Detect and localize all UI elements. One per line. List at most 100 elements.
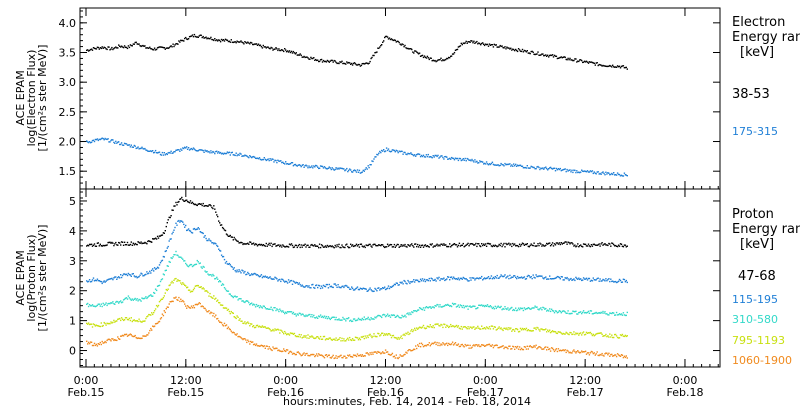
data-point [140,147,142,150]
proton-legend-title-2: Energy range [732,222,800,237]
data-point [246,300,248,302]
data-point [204,235,206,237]
data-point [116,142,118,144]
data-point [522,51,525,53]
data-point [442,278,444,280]
data-point [473,277,475,279]
data-point [404,280,406,283]
data-point [341,285,343,288]
data-point [232,268,234,270]
data-point [586,279,589,281]
data-point [186,38,188,40]
data-point [226,39,229,41]
data-point [527,274,529,277]
data-point [540,167,542,169]
data-point [337,338,339,341]
data-point [535,245,537,247]
data-point [261,244,264,247]
data-point [443,59,445,62]
data-point [441,278,443,280]
data-point [471,158,473,161]
data-point [323,60,326,63]
data-point [349,168,351,170]
data-point [106,48,108,51]
data-point [371,351,373,354]
data-point [457,159,460,162]
data-point [159,235,162,237]
data-point [587,277,590,280]
data-point [482,305,484,307]
data-point [595,353,597,355]
data-point [252,341,254,343]
data-point [232,312,234,314]
data-point [357,171,360,173]
data-point [570,352,572,354]
data-point [443,243,445,245]
data-point [338,62,340,65]
data-point [415,155,417,157]
data-point [409,48,411,50]
data-point [428,326,430,328]
data-point [445,343,447,345]
data-point [258,306,261,309]
data-point [328,354,330,356]
data-point [377,332,379,335]
data-point [275,309,277,312]
proton-y-title-line-3: [1/(cm²s ster MeV)] [36,225,49,332]
data-point [574,244,576,246]
data-point [406,333,408,335]
data-point [206,38,208,40]
data-point [451,278,454,280]
data-point [228,328,231,330]
data-point [124,333,127,336]
data-point [113,277,115,279]
data-point [153,267,156,269]
data-point [116,300,118,303]
data-point [435,280,437,282]
data-point [330,317,332,319]
data-point [395,282,397,284]
data-point [359,287,362,289]
data-point [381,244,383,246]
data-point [110,48,112,50]
data-point [264,275,266,277]
data-point [509,274,511,277]
data-point [94,325,97,327]
data-point [153,47,156,49]
data-point [119,242,121,244]
data-point [242,243,244,246]
data-point [295,315,297,317]
data-point [176,204,178,206]
data-point [98,303,100,305]
data-point [353,354,356,357]
data-point [484,278,487,280]
data-point [590,310,593,312]
data-point [533,307,535,309]
data-point [406,352,408,354]
data-point [278,279,280,281]
data-point [147,240,149,243]
data-point [212,315,214,317]
data-point [475,344,477,346]
data-point [525,348,528,350]
data-point [128,46,131,49]
data-point [557,57,560,59]
data-point [547,169,549,171]
data-point [302,244,304,246]
data-point [382,41,384,43]
data-point [164,250,166,253]
x-tick-date-4: Feb.17 [467,386,504,399]
data-point [139,320,141,322]
data-point [293,52,296,54]
data-point [476,245,478,248]
data-point [189,200,192,202]
data-point [447,303,449,306]
data-point [166,265,168,267]
data-point [194,149,197,151]
data-point [214,278,216,280]
data-point [290,311,293,313]
data-point [91,344,94,347]
data-point [478,327,480,329]
data-point [338,318,340,320]
data-point [198,302,200,304]
